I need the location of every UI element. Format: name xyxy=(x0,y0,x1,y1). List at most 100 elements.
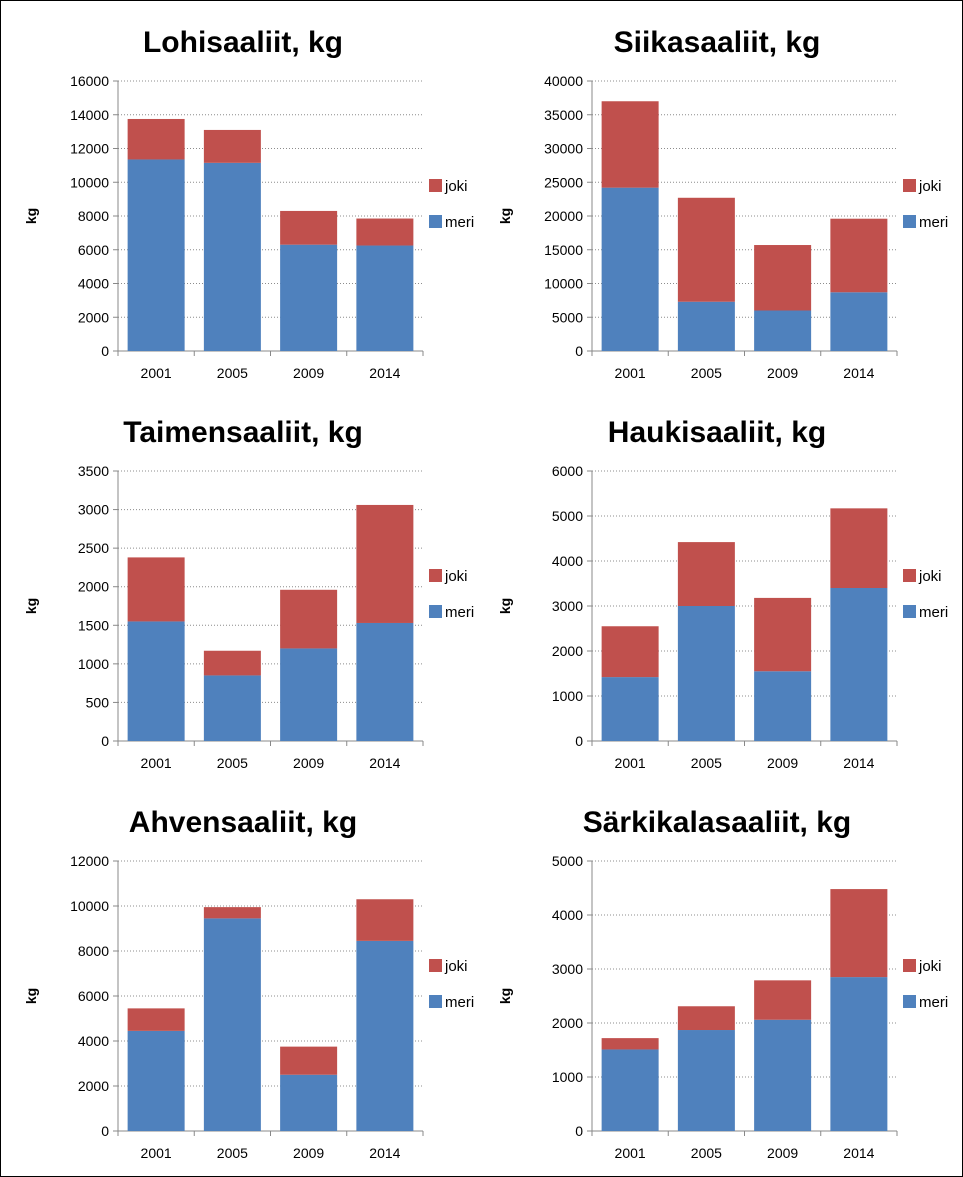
x-tick-label: 2001 xyxy=(141,365,172,381)
legend-swatch-joki xyxy=(903,959,916,972)
legend-label-meri: meri xyxy=(919,994,948,1011)
y-tick-label: 4000 xyxy=(78,276,109,292)
bar-meri-2014 xyxy=(830,292,888,351)
y-tick-label: 1000 xyxy=(552,1069,583,1085)
bar-meri-2009 xyxy=(280,244,338,351)
bar-joki-2009 xyxy=(754,980,812,1020)
y-tick-label: 1000 xyxy=(78,656,109,672)
bar-meri-2005 xyxy=(203,918,261,1131)
x-tick-label: 2009 xyxy=(767,365,798,381)
legend-label-joki: joki xyxy=(444,568,468,585)
y-tick-label: 0 xyxy=(575,343,583,359)
chart-panel-perch: Ahvensaaliit, kg 0 2000 4000 6000 8000 10000 1… xyxy=(8,800,478,1170)
legend-label-meri: meri xyxy=(919,604,948,621)
y-tick-label: 30000 xyxy=(544,141,583,157)
bar-meri-2005 xyxy=(677,606,735,741)
y-tick-label: 3000 xyxy=(78,502,109,518)
y-tick-label: 10000 xyxy=(70,898,109,914)
bar-meri-2005 xyxy=(677,301,735,351)
legend-swatch-joki xyxy=(429,569,442,582)
y-axis-label: kg xyxy=(497,988,513,1004)
chart-title: Lohisaaliit, kg xyxy=(142,26,344,59)
y-tick-label: 2000 xyxy=(552,1015,583,1031)
bar-meri-2005 xyxy=(203,675,261,741)
bar-joki-2005 xyxy=(677,542,735,606)
bar-joki-2014 xyxy=(356,218,414,246)
x-tick-label: 2009 xyxy=(293,365,324,381)
chart-panel-pike: Haukisaaliit, kg 0 1000 2000 3000 4000 5000 60… xyxy=(482,410,952,780)
y-tick-label: 0 xyxy=(101,1123,109,1139)
legend-label-meri: meri xyxy=(445,604,474,621)
bar-joki-2009 xyxy=(280,1046,338,1075)
legend-label-joki: joki xyxy=(444,958,468,975)
y-tick-label: 500 xyxy=(86,694,110,710)
chart-svg: 0 500 1000 1500 2000 2500 3000 3500 2001 2005 2009… xyxy=(23,463,474,771)
bar-joki-2014 xyxy=(830,889,888,978)
bar-meri-2014 xyxy=(356,940,414,1131)
y-tick-label: 6000 xyxy=(552,463,583,479)
x-tick-label: 2005 xyxy=(691,365,722,381)
x-tick-label: 2009 xyxy=(293,755,324,771)
x-tick-label: 2014 xyxy=(369,365,400,381)
y-tick-label: 2000 xyxy=(78,1078,109,1094)
y-tick-label: 3000 xyxy=(552,598,583,614)
y-tick-label: 12000 xyxy=(70,141,109,157)
x-tick-label: 2009 xyxy=(767,755,798,771)
y-axis-label: kg xyxy=(23,208,39,224)
x-tick-label: 2005 xyxy=(217,365,248,381)
y-tick-label: 14000 xyxy=(70,107,109,123)
y-tick-label: 12000 xyxy=(70,853,109,869)
bar-joki-2001 xyxy=(601,101,659,188)
y-tick-label: 35000 xyxy=(544,107,583,123)
legend-label-joki: joki xyxy=(918,178,942,195)
x-tick-label: 2009 xyxy=(293,1145,324,1161)
y-tick-label: 40000 xyxy=(544,73,583,89)
y-axis-label: kg xyxy=(23,988,39,1004)
chart-svg: 0 5000 10000 15000 20000 25000 30000 35000 40000… xyxy=(497,73,948,381)
bar-meri-2009 xyxy=(280,648,338,741)
chart-svg: 0 2000 4000 6000 8000 10000 12000 2001 2005 2009 2… xyxy=(23,853,474,1161)
y-tick-label: 6000 xyxy=(78,988,109,1004)
x-tick-label: 2014 xyxy=(843,365,874,381)
bar-joki-2014 xyxy=(356,899,414,941)
y-axis-label: kg xyxy=(497,208,513,224)
legend-swatch-meri xyxy=(429,605,442,618)
y-tick-label: 2500 xyxy=(78,540,109,556)
bar-joki-2005 xyxy=(203,907,261,919)
bar-meri-2009 xyxy=(280,1074,338,1131)
chart-svg: 0 1000 2000 3000 4000 5000 2001 2005 2009 2014 kg j… xyxy=(497,853,948,1161)
x-tick-label: 2001 xyxy=(141,1145,172,1161)
x-tick-label: 2001 xyxy=(615,755,646,771)
y-tick-label: 10000 xyxy=(544,276,583,292)
chart-title: Ahvensaaliit, kg xyxy=(128,806,358,839)
chart-panel-trout: Taimensaaliit, kg 0 500 1000 1500 2000 2500 30… xyxy=(8,410,478,780)
y-tick-label: 0 xyxy=(101,343,109,359)
bar-joki-2001 xyxy=(127,557,185,622)
bar-joki-2014 xyxy=(830,218,888,293)
bar-meri-2014 xyxy=(356,245,414,351)
bar-meri-2005 xyxy=(677,1030,735,1131)
y-tick-label: 0 xyxy=(101,733,109,749)
y-axis-label: kg xyxy=(23,598,39,614)
y-tick-label: 8000 xyxy=(78,943,109,959)
chart-panel-salmon: Lohisaaliit, kg 0 2000 4000 6000 8000 10000 12… xyxy=(8,20,478,390)
legend-label-meri: meri xyxy=(445,994,474,1011)
y-tick-label: 5000 xyxy=(552,309,583,325)
x-tick-label: 2001 xyxy=(615,365,646,381)
x-tick-label: 2014 xyxy=(369,1145,400,1161)
x-tick-label: 2009 xyxy=(767,1145,798,1161)
y-tick-label: 3500 xyxy=(78,463,109,479)
y-tick-label: 1000 xyxy=(552,688,583,704)
chart-title: Siikasaaliit, kg xyxy=(613,26,821,59)
bar-meri-2005 xyxy=(203,162,261,351)
legend-swatch-meri xyxy=(429,995,442,1008)
bar-meri-2014 xyxy=(830,977,888,1131)
bar-meri-2009 xyxy=(754,671,812,741)
bar-joki-2005 xyxy=(677,197,735,302)
chart-panel-whitefish: Siikasaaliit, kg 0 5000 10000 15000 20000 250… xyxy=(482,20,952,390)
y-tick-label: 4000 xyxy=(552,553,583,569)
bar-joki-2009 xyxy=(754,245,812,311)
x-tick-label: 2014 xyxy=(369,755,400,771)
y-tick-label: 15000 xyxy=(544,242,583,258)
bar-joki-2014 xyxy=(356,504,414,623)
